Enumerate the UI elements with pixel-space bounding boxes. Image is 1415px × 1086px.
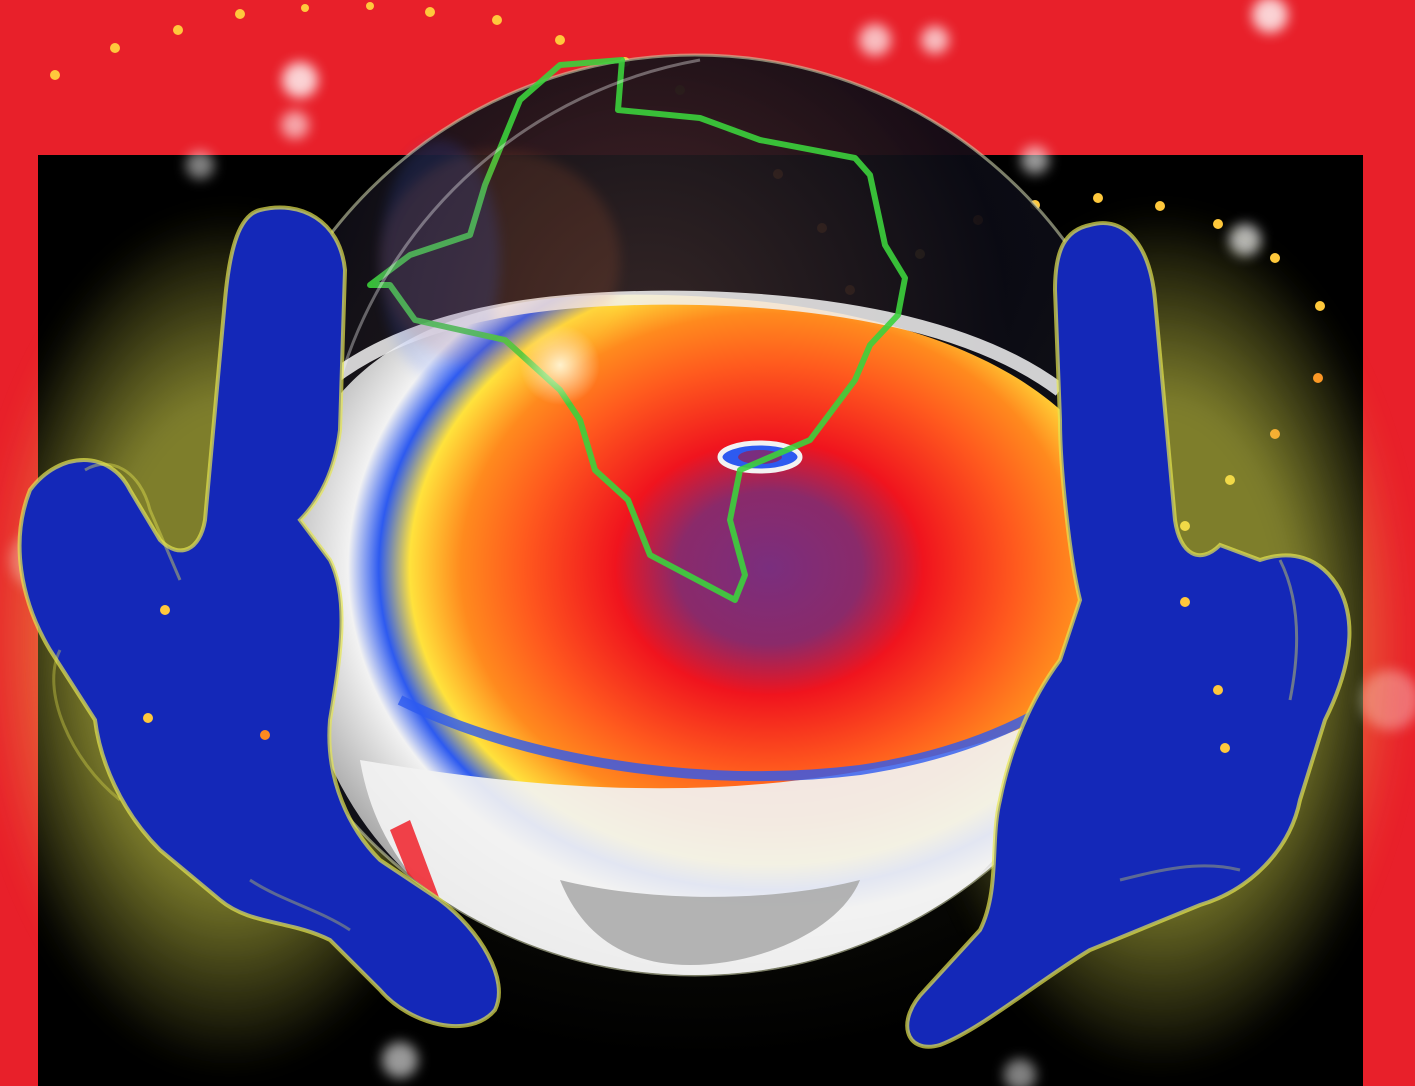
glass-highlights xyxy=(338,58,701,405)
hand-stars xyxy=(143,597,1230,753)
hurricane-image xyxy=(288,290,1118,975)
right-hand xyxy=(905,221,1352,1049)
left-hand xyxy=(17,205,501,1029)
